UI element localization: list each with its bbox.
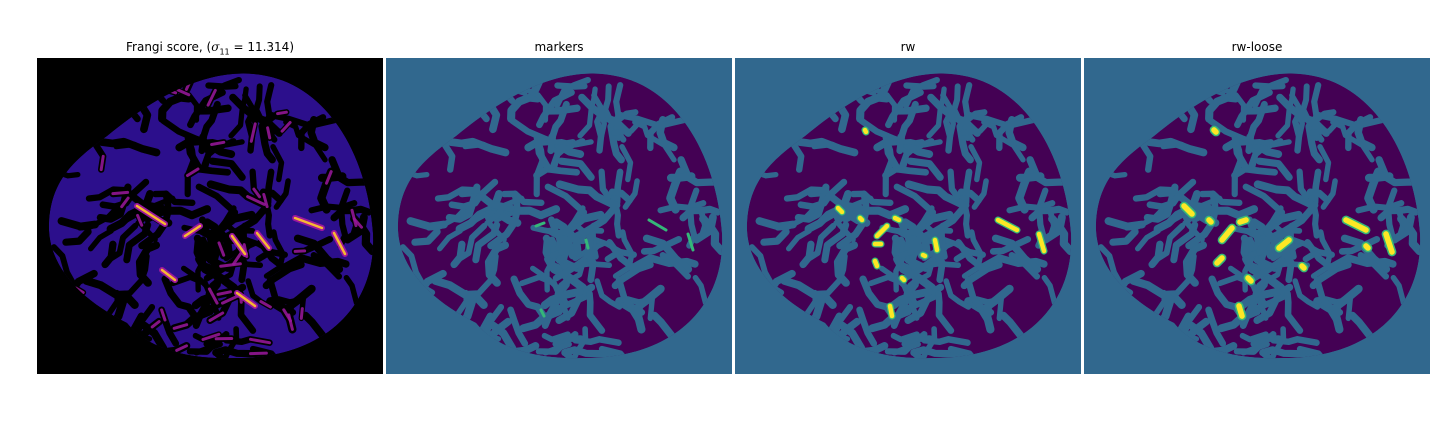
marker-region — [534, 221, 546, 228]
marker-region — [647, 218, 668, 232]
sigma-symbol: σ — [211, 40, 220, 54]
frangi-title-suffix: = 11.314) — [229, 40, 294, 54]
frangi-title-prefix: Frangi score, ( — [126, 40, 212, 54]
frangi-score-image — [37, 58, 383, 374]
markers-image — [386, 58, 732, 374]
rw-image — [735, 58, 1081, 374]
marker-region — [539, 308, 546, 318]
rw-loose-image — [1084, 58, 1430, 374]
sigma-subscript: 11 — [219, 47, 230, 57]
tissue-region — [48, 73, 374, 359]
marker-region — [584, 238, 590, 250]
panel-title-rw-loose: rw-loose — [1231, 40, 1283, 54]
panel-title-markers: markers — [534, 40, 584, 54]
panel-title-rw: rw — [900, 40, 916, 54]
marker-region — [686, 232, 695, 252]
panel-title-frangi: Frangi score, (σ11 = 11.314) — [37, 40, 383, 59]
tissue-region — [397, 73, 723, 359]
